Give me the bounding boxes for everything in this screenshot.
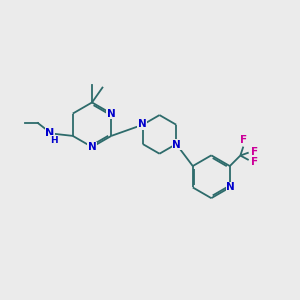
Text: N: N (88, 142, 96, 152)
Text: N: N (138, 119, 146, 129)
Text: N: N (45, 128, 55, 138)
Text: H: H (50, 136, 58, 145)
Text: N: N (172, 140, 181, 150)
Text: F: F (240, 135, 247, 146)
Text: N: N (226, 182, 235, 193)
Text: N: N (107, 109, 116, 118)
Text: F: F (251, 157, 258, 167)
Text: F: F (251, 147, 258, 157)
